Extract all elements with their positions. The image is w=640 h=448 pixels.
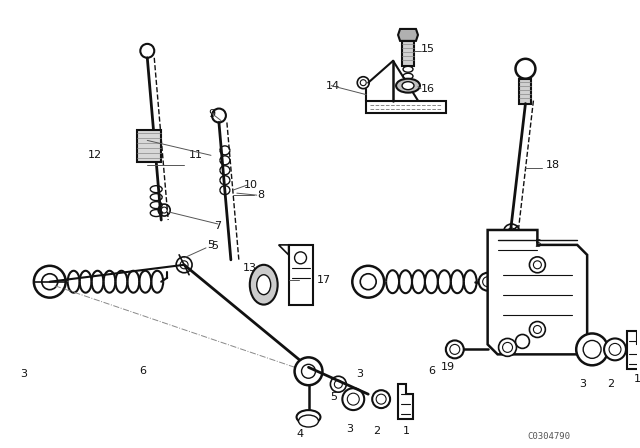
Ellipse shape: [376, 394, 386, 404]
Text: 11: 11: [189, 151, 203, 160]
Ellipse shape: [257, 275, 271, 295]
Ellipse shape: [450, 345, 460, 354]
Ellipse shape: [296, 410, 321, 424]
Text: 16: 16: [421, 84, 435, 94]
Text: 9: 9: [208, 108, 215, 119]
Ellipse shape: [396, 79, 420, 93]
Text: 15: 15: [421, 44, 435, 54]
Text: 10: 10: [244, 180, 258, 190]
Text: 3: 3: [346, 424, 353, 434]
Ellipse shape: [250, 265, 278, 305]
Ellipse shape: [342, 388, 364, 410]
Polygon shape: [278, 245, 289, 255]
Ellipse shape: [372, 390, 390, 408]
Polygon shape: [627, 332, 640, 369]
Ellipse shape: [609, 344, 621, 355]
Text: 17: 17: [316, 275, 331, 285]
Text: 7: 7: [214, 221, 221, 231]
Text: 1: 1: [634, 374, 640, 384]
Ellipse shape: [515, 335, 529, 349]
Polygon shape: [398, 29, 418, 41]
Ellipse shape: [446, 340, 464, 358]
Text: 8: 8: [257, 190, 264, 200]
Ellipse shape: [502, 342, 513, 353]
Text: 19: 19: [441, 362, 455, 372]
Text: 13: 13: [243, 263, 257, 273]
Ellipse shape: [348, 393, 359, 405]
Text: 3: 3: [579, 379, 586, 389]
Bar: [366, 101, 446, 112]
Bar: [138, 130, 161, 162]
Bar: [520, 79, 531, 103]
Polygon shape: [398, 384, 413, 419]
Text: 3: 3: [20, 369, 27, 379]
Text: 3: 3: [356, 369, 364, 379]
Ellipse shape: [483, 277, 493, 287]
Text: 14: 14: [325, 81, 340, 90]
Ellipse shape: [499, 338, 516, 356]
Polygon shape: [488, 230, 587, 354]
Text: 6: 6: [428, 366, 435, 376]
Bar: [289, 245, 314, 305]
Text: C0304790: C0304790: [527, 432, 570, 441]
Ellipse shape: [301, 364, 316, 378]
Text: 12: 12: [88, 151, 102, 160]
Text: 5: 5: [207, 240, 214, 250]
Text: 5: 5: [534, 239, 541, 249]
Text: 4: 4: [296, 429, 304, 439]
Ellipse shape: [402, 82, 414, 90]
Text: 2: 2: [607, 379, 614, 389]
Ellipse shape: [576, 333, 608, 365]
Text: 18: 18: [545, 160, 559, 170]
Ellipse shape: [298, 415, 319, 427]
Ellipse shape: [604, 338, 626, 360]
Text: 1: 1: [403, 426, 410, 436]
Text: 5: 5: [211, 241, 218, 251]
Text: 6: 6: [140, 366, 147, 376]
Ellipse shape: [294, 358, 323, 385]
Ellipse shape: [583, 340, 601, 358]
Text: 2: 2: [373, 426, 380, 436]
Ellipse shape: [479, 273, 497, 291]
Bar: [402, 41, 414, 66]
Text: 5: 5: [330, 392, 337, 402]
